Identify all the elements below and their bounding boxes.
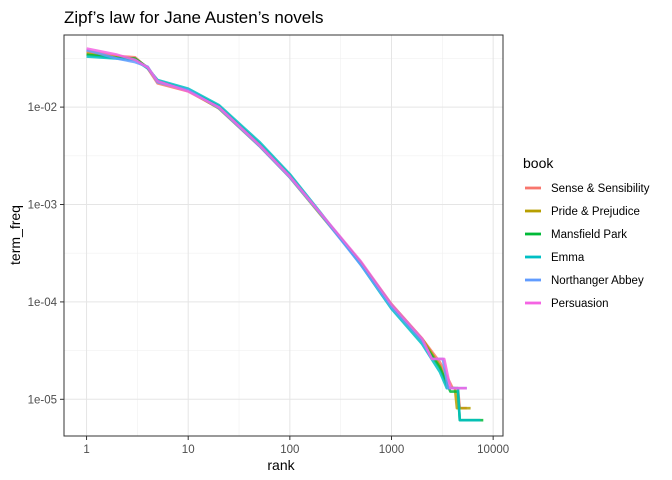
series-line-persuasion — [86, 47, 467, 390]
x-tick-label: 10000 — [477, 444, 509, 456]
y-tick-label: 1e-03 — [28, 200, 57, 212]
legend-label: Pride & Prejudice — [551, 206, 640, 218]
x-tick-label: 1000 — [379, 444, 405, 456]
x-tick-label: 1 — [83, 444, 89, 456]
plot-panel — [64, 35, 503, 436]
x-tick-label: 10 — [182, 444, 195, 456]
y-axis-title: term_freq — [7, 205, 23, 265]
x-axis-title: rank — [267, 457, 295, 473]
y-tick-label: 1e-04 — [28, 297, 58, 309]
legend-label: Northanger Abbey — [551, 275, 644, 287]
legend-item: Sense & Sensibility — [525, 183, 650, 195]
legend-item: Mansfield Park — [525, 229, 627, 241]
panel-border — [63, 34, 504, 437]
axis-ticks: 1 10 100 1000 10000 1e-05 1e-04 1e-03 1e-02 — [28, 102, 510, 456]
legend-label: Mansfield Park — [551, 229, 627, 241]
legend-label: Sense & Sensibility — [551, 183, 650, 195]
legend-item: Persuasion — [525, 298, 609, 310]
x-tick-label: 100 — [280, 444, 299, 456]
legend-label: Persuasion — [551, 298, 609, 310]
legend-item: Emma — [525, 252, 585, 264]
series-layer — [86, 47, 484, 422]
legend-item: Northanger Abbey — [525, 275, 644, 287]
panel-background — [64, 35, 503, 436]
chart-title: Zipf’s law for Jane Austen’s novels — [64, 8, 324, 27]
y-tick-label: 1e-05 — [28, 394, 57, 406]
legend-items: Sense & Sensibility Pride & Prejudice Mans… — [525, 183, 650, 310]
y-tick-label: 1e-02 — [28, 102, 57, 114]
legend: book Sense & Sensibility Pride & Prejudic… — [523, 155, 650, 310]
legend-label: Emma — [551, 252, 585, 264]
legend-title: book — [523, 155, 554, 171]
legend-item: Pride & Prejudice — [525, 206, 640, 218]
